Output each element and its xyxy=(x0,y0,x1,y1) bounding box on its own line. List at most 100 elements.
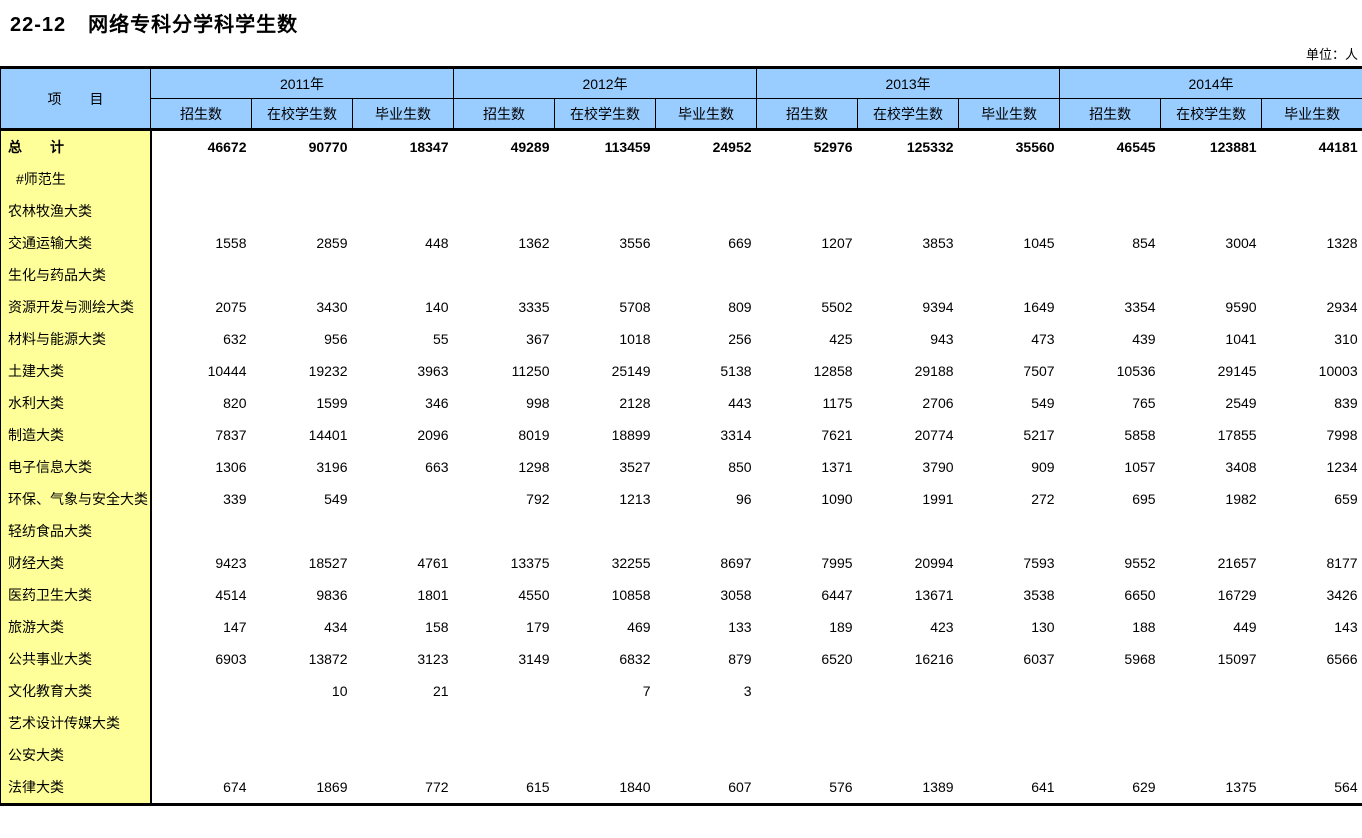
data-cell: 434 xyxy=(324,619,348,635)
data-cell: 2934 xyxy=(1326,299,1358,315)
data-cell xyxy=(252,707,353,739)
data-cell: 449 xyxy=(1233,619,1257,635)
table-row: 文化教育大类 10 21 7 3 xyxy=(0,675,1362,707)
subcolumn-header-y0-c0: 招生数 xyxy=(150,98,252,131)
data-cell: 629 xyxy=(1059,771,1161,806)
data-cell: 52976 xyxy=(813,139,853,155)
data-cell: 6832 xyxy=(619,651,651,667)
data-cell: 439 xyxy=(1132,331,1156,347)
data-cell: 1558 xyxy=(215,235,247,251)
data-cell xyxy=(1262,515,1362,547)
data-cell: 3426 xyxy=(1326,587,1358,603)
data-cell xyxy=(959,707,1060,739)
table-row: 交通运输大类 1558 2859 448 1362 3556 669 1207 3853 1045… xyxy=(0,227,1362,259)
data-cell: 6520 xyxy=(821,651,853,667)
data-cell xyxy=(656,163,757,195)
data-cell: 1389 xyxy=(857,771,959,806)
data-cell xyxy=(1262,163,1362,195)
data-cell: 9590 xyxy=(1225,299,1257,315)
table-row: 材料与能源大类 632 956 55 367 1018 256 425 943 473 439 104… xyxy=(0,323,1362,355)
row-label: 土建大类 xyxy=(0,355,152,387)
table-row: 法律大类 674 1869 772 615 1840 607 576 1389 641 629 137… xyxy=(0,771,1362,806)
data-cell: 1018 xyxy=(619,331,651,347)
data-cell xyxy=(151,707,252,739)
data-cell xyxy=(454,675,555,707)
row-label: 水利大类 xyxy=(0,387,152,419)
data-cell: 49289 xyxy=(510,139,550,155)
data-cell: 1599 xyxy=(316,395,348,411)
data-cell: 8177 xyxy=(1326,555,1358,571)
data-cell: 272 xyxy=(1031,491,1055,507)
data-cell: 35560 xyxy=(1015,139,1055,155)
data-cell xyxy=(454,259,555,291)
year-header-2014: 2014年 xyxy=(1059,66,1362,99)
data-cell: 18899 xyxy=(611,427,651,443)
table-row: 轻纺食品大类 xyxy=(0,515,1362,547)
data-cell: 8697 xyxy=(720,555,752,571)
data-cell: 14401 xyxy=(308,427,348,443)
data-cell: 32255 xyxy=(611,555,651,571)
subcolumn-header-y3-c1: 在校学生数 xyxy=(1160,98,1263,131)
data-cell: 15097 xyxy=(1217,651,1257,667)
data-cell: 1041 xyxy=(1225,331,1257,347)
data-cell: 549 xyxy=(1031,395,1055,411)
data-cell: 772 xyxy=(352,771,454,806)
data-cell xyxy=(757,259,858,291)
data-cell: 18527 xyxy=(308,555,348,571)
data-cell xyxy=(959,675,1060,707)
subcolumn-header-y1-c2: 毕业生数 xyxy=(655,98,758,131)
data-cell xyxy=(1060,739,1161,771)
data-cell: 576 xyxy=(756,771,858,806)
table-row: 医药卫生大类 4514 9836 1801 4550 10858 3058 6447 13671… xyxy=(0,579,1362,611)
data-cell xyxy=(353,515,454,547)
data-cell: 443 xyxy=(728,395,752,411)
subcolumn-header-y3-c2: 毕业生数 xyxy=(1261,98,1362,131)
data-cell xyxy=(1060,675,1161,707)
data-cell: 188 xyxy=(1132,619,1156,635)
table-body: 总 计 46672 90770 18347 49289 113459 24952 52976 1… xyxy=(0,129,1362,806)
data-cell xyxy=(656,707,757,739)
data-cell: 1298 xyxy=(518,459,550,475)
data-cell: 158 xyxy=(425,619,449,635)
data-cell xyxy=(959,739,1060,771)
data-cell: 147 xyxy=(223,619,247,635)
data-cell: 5708 xyxy=(619,299,651,315)
data-cell xyxy=(959,163,1060,195)
row-label: 电子信息大类 xyxy=(0,451,152,483)
data-cell: 6903 xyxy=(215,651,247,667)
row-label: 公共事业大类 xyxy=(0,643,152,675)
data-cell: 2549 xyxy=(1225,395,1257,411)
data-cell: 21657 xyxy=(1217,555,1257,571)
row-label: 旅游大类 xyxy=(0,611,152,643)
table-title-text: 网络专科分学科学生数 xyxy=(88,14,299,36)
data-cell: 367 xyxy=(526,331,550,347)
data-cell xyxy=(353,739,454,771)
subcolumn-header-y2-c1: 在校学生数 xyxy=(857,98,960,131)
data-cell: 3527 xyxy=(619,459,651,475)
table-row: 水利大类 820 1599 346 998 2128 443 1175 2706 549 765 25… xyxy=(0,387,1362,419)
data-cell: 1649 xyxy=(1023,299,1055,315)
data-cell: 469 xyxy=(627,619,651,635)
row-label: 环保、气象与安全大类 xyxy=(0,483,152,515)
table-row: 土建大类 10444 19232 3963 11250 25149 5138 12858 291… xyxy=(0,355,1362,387)
data-cell: 839 xyxy=(1334,395,1358,411)
data-cell: 879 xyxy=(728,651,752,667)
table-row: 旅游大类 147 434 158 179 469 133 189 423 130 188 449 143 xyxy=(0,611,1362,643)
table-row: 公共事业大类 6903 13872 3123 3149 6832 879 6520 16216 6… xyxy=(0,643,1362,675)
data-cell: 130 xyxy=(1031,619,1055,635)
table-row: 环保、气象与安全大类 339 549 792 1213 96 1090 1991 272 695 1… xyxy=(0,483,1362,515)
subcolumn-header-y3-c0: 招生数 xyxy=(1059,98,1162,131)
data-cell: 663 xyxy=(425,459,449,475)
data-cell xyxy=(151,515,252,547)
data-cell: 2096 xyxy=(417,427,449,443)
table-row: 公安大类 xyxy=(0,739,1362,771)
data-cell xyxy=(1161,163,1262,195)
data-cell: 615 xyxy=(453,771,555,806)
data-cell xyxy=(1060,195,1161,227)
data-cell: 10444 xyxy=(207,363,247,379)
data-cell: 3430 xyxy=(316,299,348,315)
data-cell xyxy=(1262,259,1362,291)
row-label: 材料与能源大类 xyxy=(0,323,152,355)
data-cell xyxy=(555,707,656,739)
data-cell: 3196 xyxy=(316,459,348,475)
